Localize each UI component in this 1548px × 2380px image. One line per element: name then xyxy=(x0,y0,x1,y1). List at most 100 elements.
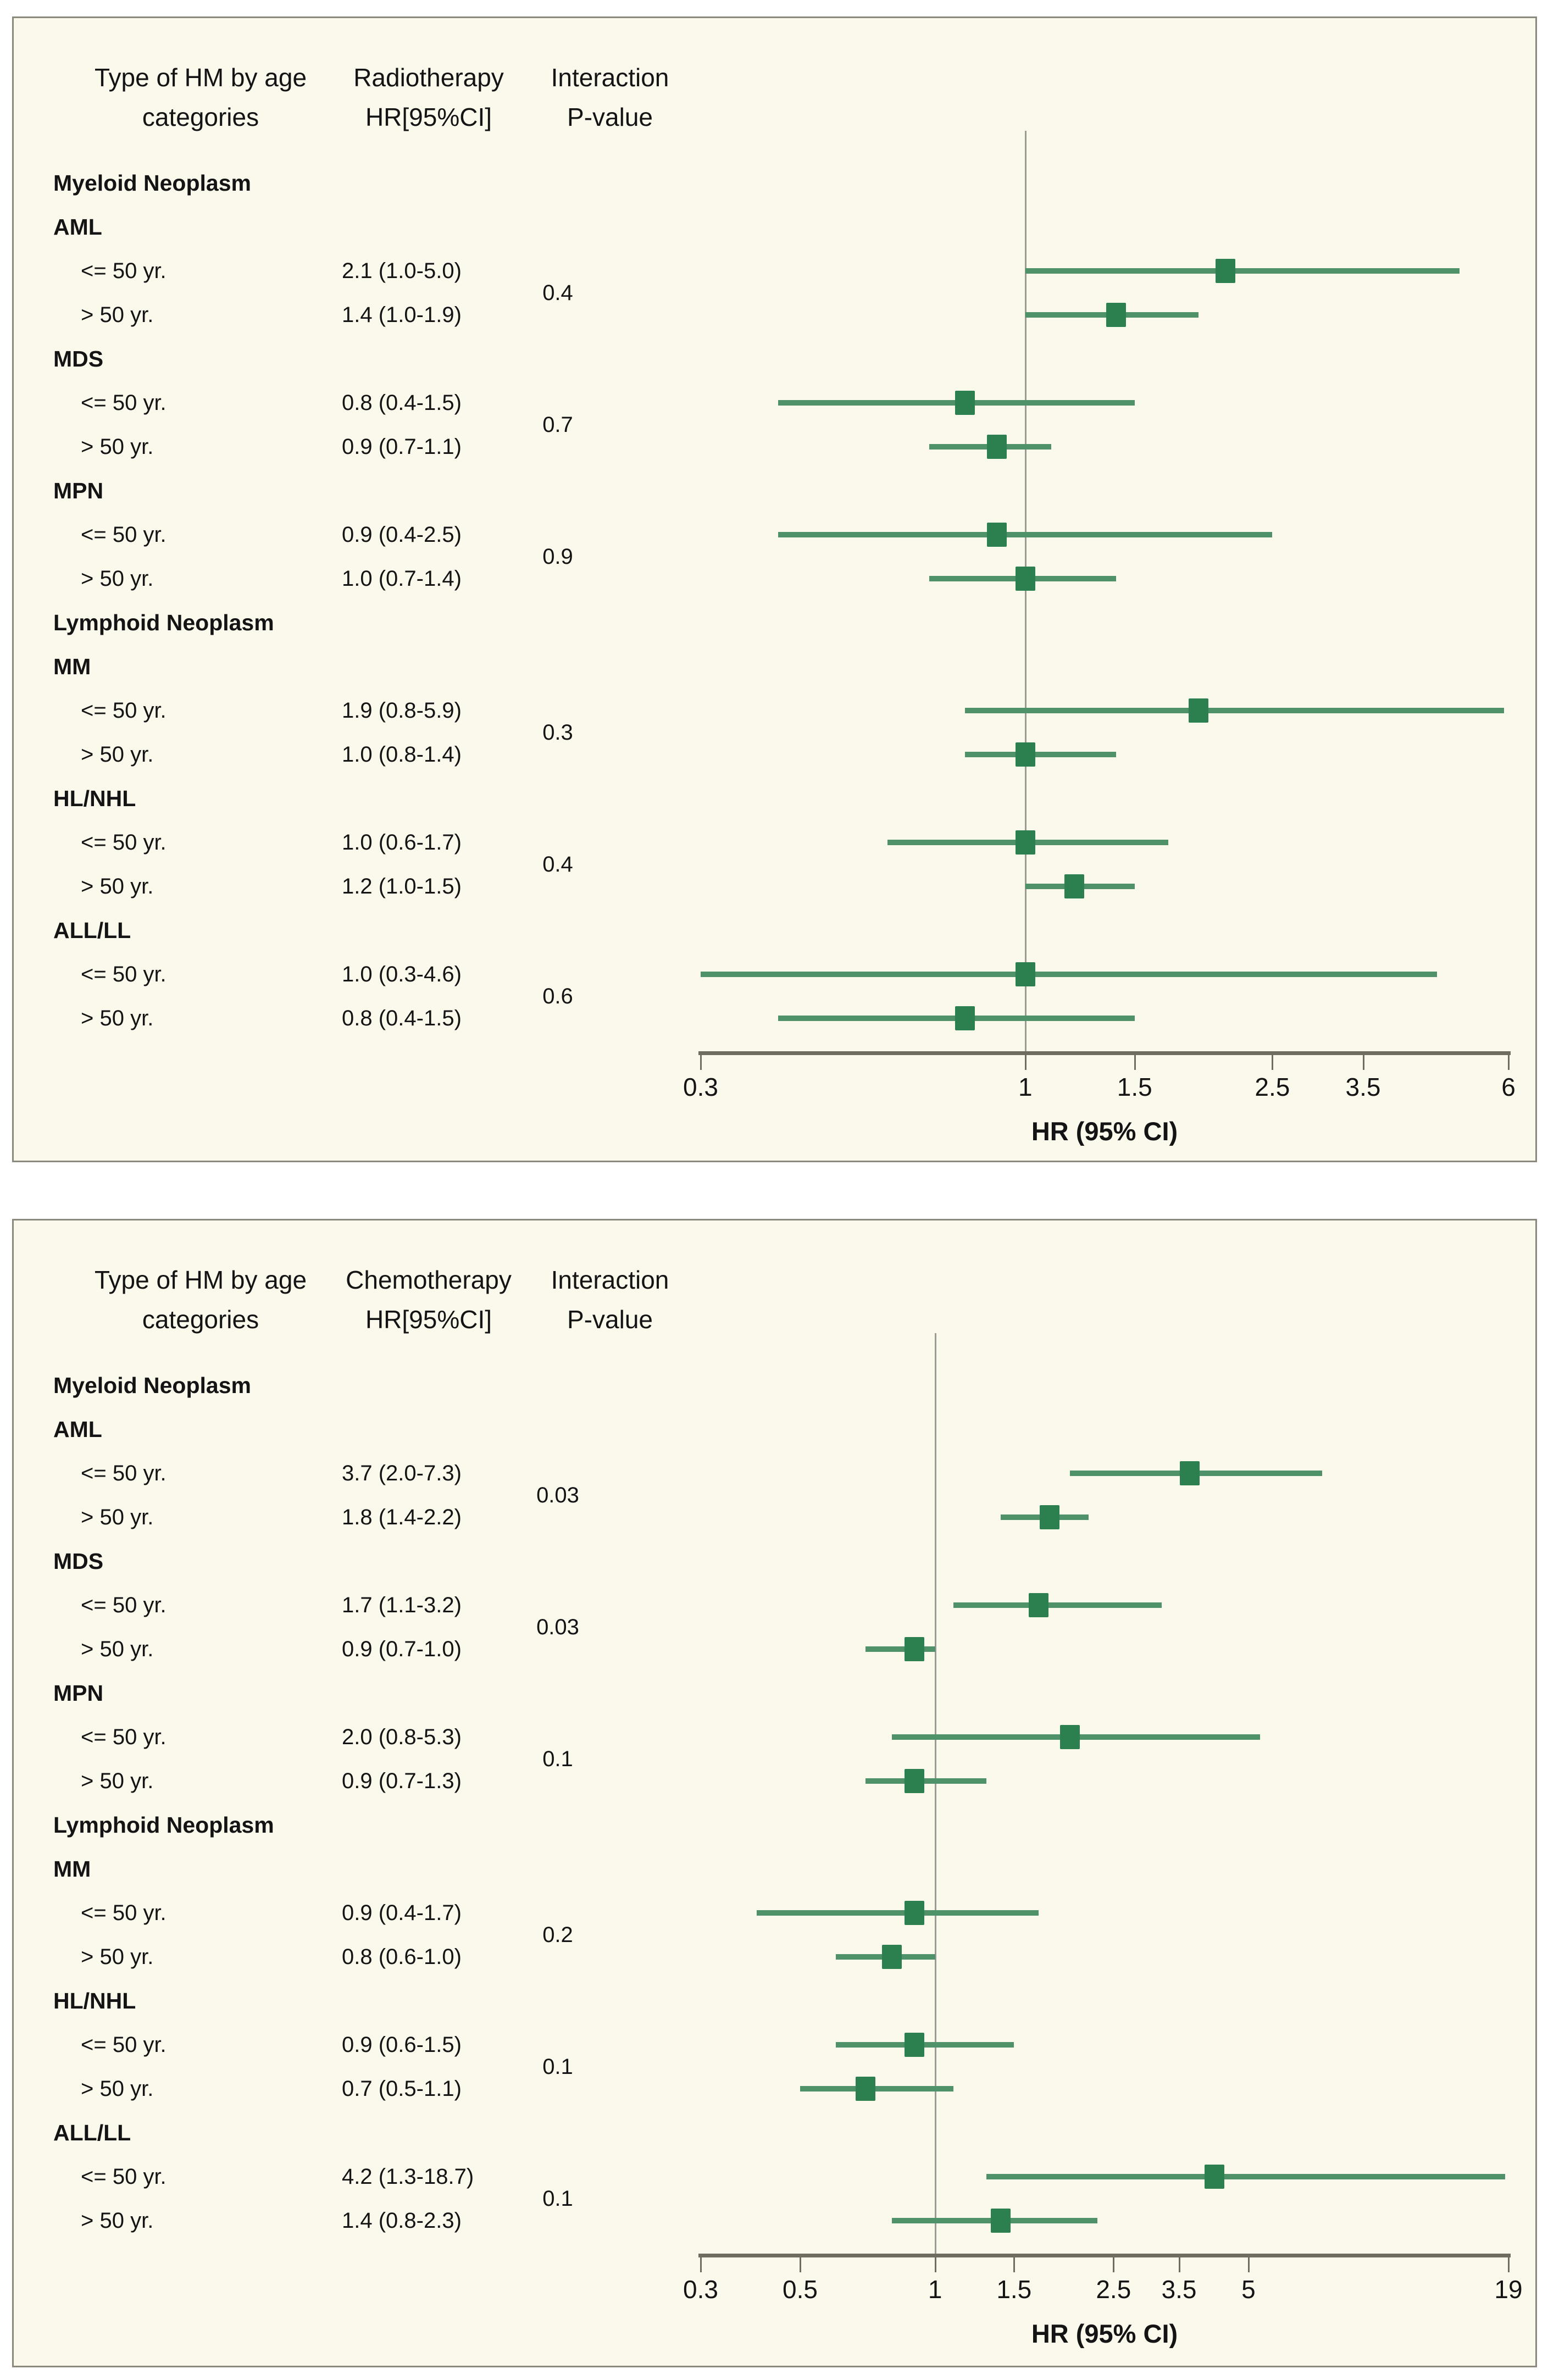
axis-tick-label: 3.5 xyxy=(1161,2275,1197,2304)
axis-tick xyxy=(1272,1051,1274,1070)
column-header-estimate-line2: HR[95%CI] xyxy=(365,103,492,131)
axis-tick-label: 0.3 xyxy=(683,1073,718,1101)
hr-ci-text: 2.0 (0.8-5.3) xyxy=(342,1725,462,1749)
axis-tick xyxy=(1134,1051,1136,1070)
group-label: Myeloid Neoplasm xyxy=(53,1373,251,1398)
hr-ci-text: 1.4 (0.8-2.3) xyxy=(342,2209,462,2233)
age-category-label: <= 50 yr. xyxy=(81,1901,167,1925)
age-category-label: <= 50 yr. xyxy=(81,1461,167,1485)
hr-marker xyxy=(1106,303,1126,327)
hr-marker xyxy=(905,2033,925,2057)
hr-marker xyxy=(1039,1505,1059,1529)
hr-marker xyxy=(1188,698,1208,723)
forest-panel-chemotherapy: Type of HM by age categories Chemotherap… xyxy=(12,1219,1537,2367)
hr-marker xyxy=(1028,1593,1048,1617)
ci-line xyxy=(835,2042,1014,2048)
interaction-p-value: 0.4 xyxy=(542,852,573,876)
hr-marker xyxy=(990,2209,1011,2233)
interaction-p-value: 0.1 xyxy=(542,1747,573,1771)
axis-tick xyxy=(1024,1051,1027,1070)
column-header-estimate-line1: Radiotherapy xyxy=(353,63,504,92)
axis-tick-label: 2.5 xyxy=(1096,2275,1131,2304)
axis-tick xyxy=(1362,1051,1364,1070)
hr-marker xyxy=(987,523,1007,547)
hr-ci-text: 3.7 (2.0-7.3) xyxy=(342,1461,462,1485)
x-axis-title: HR (95% CI) xyxy=(1031,2319,1178,2348)
age-category-label: > 50 yr. xyxy=(81,1637,154,1661)
axis-tick xyxy=(934,2254,936,2272)
hr-ci-text: 0.9 (0.6-1.5) xyxy=(342,2033,462,2057)
reference-line-hr1 xyxy=(934,1333,936,2254)
hr-ci-text: 1.8 (1.4-2.2) xyxy=(342,1505,462,1529)
age-category-label: > 50 yr. xyxy=(81,567,154,591)
subtype-label: HL/NHL xyxy=(53,1988,136,2013)
column-header-category-line2: categories xyxy=(142,1305,259,1334)
hr-marker xyxy=(881,1945,902,1969)
axis-tick xyxy=(1247,2254,1250,2272)
ci-line xyxy=(756,1910,1039,1916)
hr-marker xyxy=(987,435,1007,459)
age-category-label: > 50 yr. xyxy=(81,2209,154,2233)
column-header-pvalue-line1: Interaction xyxy=(551,1266,669,1294)
subtype-label: HL/NHL xyxy=(53,786,136,811)
axis-tick-label: 1 xyxy=(1018,1073,1033,1101)
column-header-category: Type of HM by age categories xyxy=(33,1260,368,1339)
axis-tick-label: 19 xyxy=(1494,2275,1523,2304)
hr-ci-text: 0.8 (0.4-1.5) xyxy=(342,391,462,415)
axis-tick xyxy=(1013,2254,1016,2272)
axis-tick xyxy=(1508,1051,1510,1070)
axis-tick xyxy=(800,2254,801,2272)
axis-tick-label: 0.5 xyxy=(783,2275,818,2304)
subtype-label: MDS xyxy=(53,346,104,371)
axis-tick-label: 3.5 xyxy=(1345,1073,1381,1101)
age-category-label: <= 50 yr. xyxy=(81,830,167,855)
column-header-estimate: Chemotherapy HR[95%CI] xyxy=(310,1260,547,1339)
interaction-p-value: 0.3 xyxy=(542,720,573,745)
group-label: Lymphoid Neoplasm xyxy=(53,610,274,635)
interaction-p-value: 0.9 xyxy=(542,545,573,569)
axis-tick-label: 6 xyxy=(1501,1073,1516,1101)
column-header-pvalue-line2: P-value xyxy=(567,103,653,131)
age-category-label: > 50 yr. xyxy=(81,742,154,767)
column-header-estimate: Radiotherapy HR[95%CI] xyxy=(310,58,547,137)
group-label: Lymphoid Neoplasm xyxy=(53,1812,274,1838)
subtype-label: MDS xyxy=(53,1549,104,1574)
age-category-label: <= 50 yr. xyxy=(81,2033,167,2057)
age-category-label: <= 50 yr. xyxy=(81,1725,167,1749)
age-category-label: > 50 yr. xyxy=(81,874,154,898)
age-category-label: <= 50 yr. xyxy=(81,2165,167,2189)
age-category-label: <= 50 yr. xyxy=(81,391,167,415)
ci-line xyxy=(965,708,1504,713)
hr-marker xyxy=(1205,2165,1225,2189)
axis-tick xyxy=(1178,2254,1180,2272)
interaction-p-value: 0.03 xyxy=(536,1615,579,1639)
hr-ci-text: 1.0 (0.8-1.4) xyxy=(342,742,462,767)
hr-marker xyxy=(1215,259,1235,283)
column-header-pvalue-line1: Interaction xyxy=(551,63,669,92)
hr-marker xyxy=(1180,1461,1200,1485)
hr-ci-text: 0.9 (0.7-1.1) xyxy=(342,435,462,459)
interaction-p-value: 0.2 xyxy=(542,1923,573,1947)
axis-tick-label: 5 xyxy=(1241,2275,1256,2304)
axis-tick xyxy=(700,1051,702,1070)
age-category-label: <= 50 yr. xyxy=(81,1593,167,1617)
ci-line xyxy=(701,972,1437,977)
hr-ci-text: 0.8 (0.4-1.5) xyxy=(342,1006,462,1030)
hr-marker xyxy=(955,391,975,415)
hr-ci-text: 1.4 (1.0-1.9) xyxy=(342,303,462,327)
axis-tick-label: 0.3 xyxy=(683,2275,718,2304)
interaction-p-value: 0.7 xyxy=(542,413,573,437)
interaction-p-value: 0.4 xyxy=(542,281,573,305)
subtype-label: AML xyxy=(53,214,102,240)
hr-marker xyxy=(955,1006,975,1030)
hr-marker xyxy=(856,2077,876,2101)
hr-ci-text: 0.8 (0.6-1.0) xyxy=(342,1945,462,1969)
age-category-label: > 50 yr. xyxy=(81,2077,154,2101)
column-header-pvalue: Interaction P-value xyxy=(528,58,692,137)
subtype-label: ALL/LL xyxy=(53,2120,131,2145)
hr-marker xyxy=(905,1901,925,1925)
interaction-p-value: 0.1 xyxy=(542,2055,573,2079)
hr-marker xyxy=(1015,742,1035,767)
column-header-estimate-line1: Chemotherapy xyxy=(346,1266,512,1294)
